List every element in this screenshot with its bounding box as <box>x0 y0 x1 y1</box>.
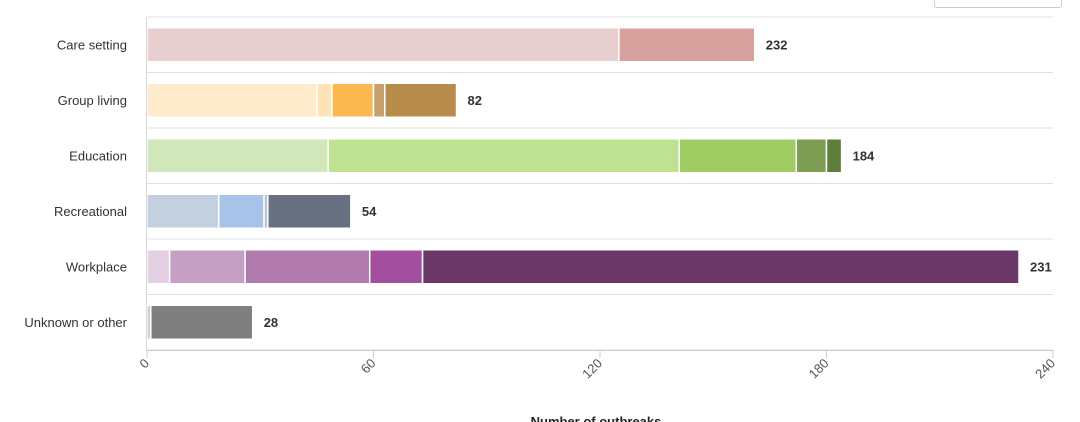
bar-segment[interactable] <box>217 193 265 229</box>
bar-segment[interactable] <box>146 249 171 285</box>
category-label: Group living <box>58 93 127 108</box>
total-label: 54 <box>362 204 377 219</box>
total-label: 184 <box>853 148 875 163</box>
bar-segment[interactable] <box>150 304 254 340</box>
total-labels: 232 82 184 54 231 28 <box>264 37 1052 330</box>
x-tick-label: 120 <box>579 356 605 382</box>
bar-segment[interactable] <box>146 138 329 174</box>
bar-segment[interactable] <box>146 82 318 118</box>
x-tick-label: 180 <box>806 356 832 382</box>
category-label: Workplace <box>66 259 127 274</box>
bar-segment[interactable] <box>316 82 333 118</box>
total-label: 232 <box>766 37 788 52</box>
bars <box>146 27 1020 340</box>
legend-box[interactable] <box>934 0 1062 8</box>
x-tick-label: 0 <box>136 356 152 372</box>
bar-segment[interactable] <box>327 138 681 174</box>
total-label: 82 <box>468 93 482 108</box>
bar-segment[interactable] <box>244 249 371 285</box>
bar-segment[interactable] <box>331 82 375 118</box>
category-label: Care setting <box>57 37 127 52</box>
category-label: Education <box>69 148 127 163</box>
x-tick-label: 240 <box>1032 356 1058 382</box>
total-label: 28 <box>264 315 278 330</box>
bar-segment[interactable] <box>168 249 246 285</box>
x-axis-title: Number of outbreaks <box>531 414 662 422</box>
bar-segment[interactable] <box>795 138 828 174</box>
category-labels: Care setting Group living Education Recreat… <box>24 37 127 330</box>
bar-segment[interactable] <box>825 138 843 174</box>
bar-segment[interactable] <box>678 138 798 174</box>
category-label: Recreational <box>54 204 127 219</box>
bar-segment[interactable] <box>146 27 620 63</box>
category-label: Unknown or other <box>24 315 127 330</box>
bar-segment[interactable] <box>368 249 424 285</box>
bar-segment[interactable] <box>618 27 756 63</box>
bar-segment[interactable] <box>146 193 220 229</box>
grid-lines <box>147 16 1053 351</box>
bar-segment[interactable] <box>267 193 352 229</box>
total-label: 231 <box>1030 259 1052 274</box>
bar-segment[interactable] <box>372 82 386 118</box>
bar-segment[interactable] <box>421 249 1020 285</box>
x-tick-label: 60 <box>358 356 379 377</box>
bar-segment[interactable] <box>384 82 458 118</box>
